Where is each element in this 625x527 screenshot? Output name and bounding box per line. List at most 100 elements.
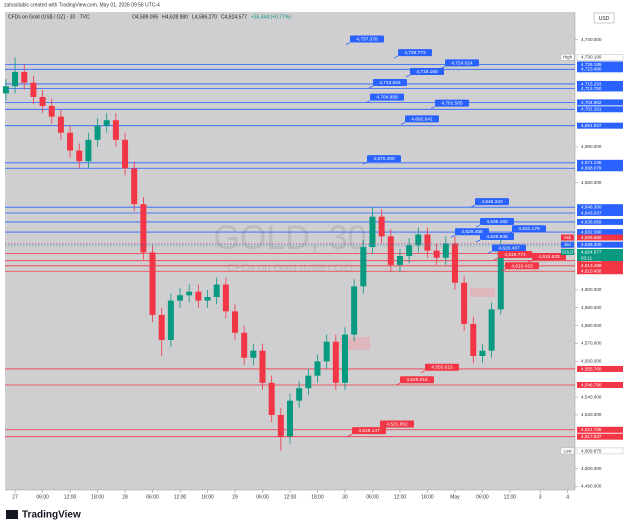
annotation-box [400, 376, 434, 384]
annotation-pointer [362, 161, 368, 165]
annotation-label: 4,692.641 [411, 116, 433, 122]
candle-body [2, 86, 9, 94]
x-tick-label: 06:00 [256, 494, 269, 500]
candle-body [140, 204, 147, 253]
candle-body [415, 234, 422, 246]
candle-body [451, 243, 458, 283]
candle-body [497, 246, 504, 310]
annotation-pointer [347, 433, 353, 437]
x-tick-label: 29 [232, 494, 238, 500]
price-tag-label: 4,625.300 [581, 242, 602, 247]
annotation-pointer [365, 100, 371, 103]
level-label: 4,671.138 [581, 160, 602, 165]
y-tick-label: 4,590.000 [581, 305, 602, 310]
level-label: 4,726.189 [581, 62, 602, 67]
candle-body [158, 314, 165, 340]
annotation-pointer [405, 74, 411, 78]
annotation-pointer [420, 370, 426, 374]
y-tick-label: 4,540.000 [581, 394, 602, 399]
level-box [577, 262, 623, 269]
annotation-box [367, 155, 401, 163]
candle-body [232, 311, 239, 333]
level-label: 4,691.927 [581, 123, 602, 128]
x-tick-label: 3 [539, 494, 542, 500]
currency: USD [599, 16, 610, 22]
x-tick-label: 12:00 [174, 494, 187, 500]
price-tag-box [577, 234, 623, 241]
annotation-box [405, 115, 439, 123]
candle-body [314, 361, 321, 376]
annotation-box [352, 427, 386, 435]
extreme-label: 4,730.190 [581, 55, 602, 60]
watermark: GOLD, 30 [213, 219, 366, 257]
annotation-box [410, 68, 444, 76]
x-tick-label: May [450, 494, 460, 500]
level-label: 4,546.790 [581, 382, 602, 387]
candle-body [39, 96, 46, 106]
candle-body [241, 332, 248, 358]
symbol: CFDs on Gold (US$ / OZ) · 30 · TVC [8, 14, 90, 20]
x-tick-label: 06:00 [146, 494, 159, 500]
annotation-box [475, 198, 509, 206]
candle-body [122, 139, 129, 169]
price-tag-name: Ask [564, 235, 572, 240]
candle-body [67, 132, 74, 151]
annotation-pointer [450, 234, 456, 238]
candle-body [461, 282, 468, 324]
level-label: 4,643.037 [581, 210, 602, 215]
level-box [577, 61, 623, 68]
candle-body [204, 297, 211, 301]
x-tick-label: 18:00 [201, 494, 214, 500]
level-label: 4,610.458 [581, 269, 602, 274]
annotation-box [373, 79, 407, 87]
candle-body [195, 291, 202, 301]
annotation-label: 4,616.771 [504, 252, 526, 258]
level-box [577, 229, 623, 236]
x-tick-label: 12:00 [504, 494, 517, 500]
ohlc-value: O4,589.095 [132, 14, 158, 20]
candle-body [21, 71, 28, 83]
candle-body [296, 388, 303, 401]
x-tick-label: 06:00 [476, 494, 489, 500]
x-tick-label: 18:00 [311, 494, 324, 500]
candle-body [479, 350, 486, 357]
annotation-label: 4,737.378 [356, 36, 378, 42]
annotation-pointer [475, 224, 481, 228]
candle-body [149, 252, 156, 315]
candle-body [323, 341, 330, 362]
price-tag-name-box [561, 249, 574, 256]
annotation-pointer [393, 55, 399, 59]
level-label: 4,704.962 [581, 100, 602, 105]
y-tick-label: 4,500.000 [581, 466, 602, 471]
annotation-box [532, 253, 566, 261]
level-label: 4,555.760 [581, 366, 602, 371]
level-box [577, 122, 623, 129]
annotation-pointer [500, 268, 506, 272]
currency-box [593, 12, 615, 24]
annotation-box [505, 262, 539, 270]
x-tick-label: 12:00 [64, 494, 77, 500]
extreme-tag-box [560, 447, 575, 455]
candle-body [222, 284, 229, 312]
candle-body [351, 286, 358, 335]
level-label: 4,632.380 [581, 229, 602, 234]
countdown: 03:11 [581, 255, 593, 260]
annotation-pointer [470, 204, 476, 208]
annotation-pointer [430, 106, 436, 109]
price-tag-name: GOLD [562, 249, 574, 254]
level-box [577, 204, 623, 211]
candle-body [250, 350, 257, 358]
y-tick-label: 4,570.000 [581, 341, 602, 346]
y-tick-label: 4,530.000 [581, 412, 602, 417]
annotation-label: 4,701.505 [441, 101, 463, 107]
annotation-box [480, 232, 514, 240]
countdown-box [577, 255, 623, 262]
watermark-sub: CFDs on Gold (US$ / OZ) [227, 262, 353, 274]
extreme-tag: Low [563, 448, 572, 453]
annotation-label: 4,553.615 [431, 365, 453, 371]
x-tick-label: 12:00 [394, 494, 407, 500]
level-box [577, 80, 623, 87]
extreme-label: 4,509.875 [581, 448, 602, 453]
level-box [577, 66, 623, 73]
ohlc-value: L4,586.270 [192, 14, 217, 20]
